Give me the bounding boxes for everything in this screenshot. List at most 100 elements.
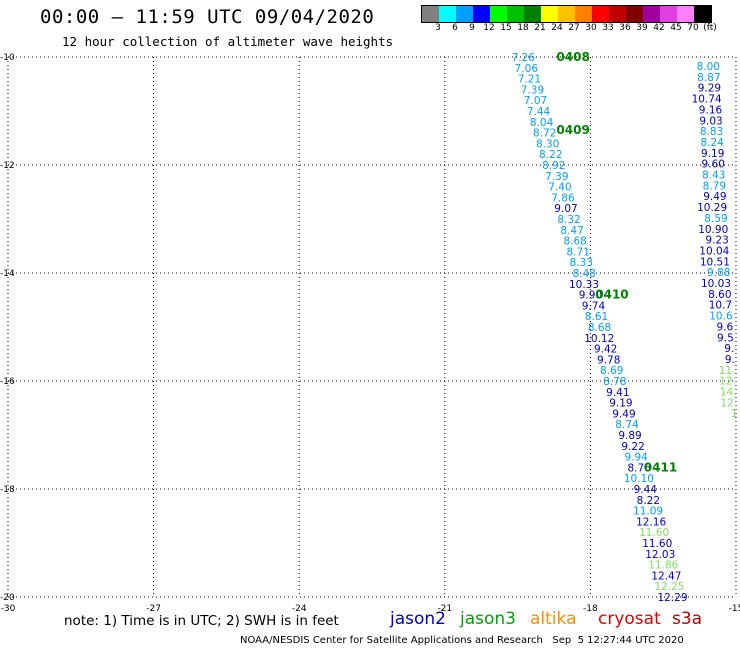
colorbar-swatch (575, 6, 592, 22)
swh-value: 9.29 (698, 83, 721, 95)
swh-value: 12.25 (654, 581, 684, 593)
swh-value: 7.86 (551, 192, 575, 204)
colorbar-label: 33 (602, 23, 614, 33)
lon-label: -24 (292, 604, 307, 614)
swh-value: 9.88 (707, 267, 730, 279)
swh-value: 8.59 (704, 213, 727, 225)
swh-value: 14. (720, 387, 737, 399)
swh-value: 8.22 (637, 495, 660, 507)
swh-value: 11.09 (633, 506, 663, 518)
swh-colorbar (421, 5, 712, 23)
colorbar-swatch (660, 6, 677, 22)
swh-value: 7.44 (527, 106, 551, 118)
swh-value: 7.40 (548, 182, 571, 194)
swh-value: 8.61 (585, 311, 608, 323)
swh-value: 8.04 (530, 117, 554, 129)
time-label: 0410 (595, 288, 628, 302)
swh-value: 12.29 (657, 592, 687, 604)
swh-value: 8.22 (539, 149, 562, 161)
swh-value: 9.5 (717, 332, 734, 344)
swh-value: 9.42 (594, 344, 617, 356)
colorbar-label: 12 (483, 23, 495, 33)
swh-value: 8.78 (603, 376, 626, 388)
swh-value: 11.60 (642, 538, 672, 550)
colorbar-label: 39 (636, 23, 648, 33)
map-note: note: 1) Time is in UTC; 2) SWH is in fe… (64, 613, 339, 629)
swh-value: 9.49 (612, 408, 635, 420)
swh-value: 9.19 (609, 398, 632, 410)
swh-value: 7.21 (518, 74, 541, 86)
swh-value: 10.51 (700, 256, 730, 268)
swh-value: 10.03 (701, 278, 731, 290)
lon-label: -21 (437, 604, 452, 614)
swh-value: 8.30 (536, 138, 559, 150)
colorbar-swatch (524, 6, 541, 22)
legend-jason2: jason2 (390, 609, 446, 629)
swh-value: 9. (725, 354, 735, 366)
swh-value: 8.43 (702, 170, 725, 182)
swh-value: 8.33 (570, 257, 593, 269)
swh-value: 7.39 (545, 171, 568, 183)
map-frame (8, 57, 736, 597)
swh-value: 9.44 (634, 484, 658, 496)
lon-label: -15 (729, 604, 740, 614)
swh-value: 7.26 (512, 52, 536, 64)
colorbar-swatch (643, 6, 660, 22)
swh-value: 9.22 (621, 441, 644, 453)
lat-label: -16 (0, 377, 15, 387)
swh-value: 10.33 (569, 279, 599, 291)
colorbar-swatch (626, 6, 643, 22)
colorbar-label: 21 (534, 23, 546, 33)
colorbar-swatch (592, 6, 609, 22)
swh-value: 8.32 (557, 214, 580, 226)
colorbar-swatch (439, 6, 456, 22)
swh-value: 9.89 (618, 430, 641, 442)
lat-label: -14 (0, 269, 15, 279)
colorbar-label: 27 (568, 23, 580, 33)
swh-value: 8.24 (700, 137, 724, 149)
legend-cryosat: cryosat (598, 609, 661, 629)
swh-value: 10.29 (697, 202, 727, 214)
swh-value: 8.68 (588, 322, 611, 334)
colorbar-label: 42 (653, 23, 665, 33)
swh-value: 8.74 (615, 419, 639, 431)
colorbar-label: 9 (469, 23, 475, 33)
colorbar-label: 3 (435, 23, 441, 33)
swh-value: 9.19 (701, 148, 724, 160)
swh-value: 11. (719, 365, 736, 377)
colorbar-swatch (473, 6, 490, 22)
lat-label: -10 (0, 53, 15, 63)
swh-value: 12.47 (651, 570, 681, 582)
swh-value: 12.16 (636, 516, 666, 528)
colorbar-swatch (541, 6, 558, 22)
credit-line: NOAA/NESDIS Center for Satellite Applica… (240, 635, 684, 646)
swh-value: 9.90 (579, 290, 602, 302)
colorbar-swatch (609, 6, 626, 22)
swh-value: 8.92 (542, 160, 565, 172)
colorbar-swatch (490, 6, 507, 22)
swh-value: 9.6 (716, 321, 733, 333)
colorbar-label: 30 (585, 23, 597, 33)
legend-s3a: s3a (672, 609, 703, 629)
swh-value: 8.83 (700, 126, 723, 138)
time-label: 0408 (556, 50, 589, 64)
lat-label: -20 (0, 593, 15, 603)
swh-value: 8.48 (573, 268, 596, 280)
swh-value: 9.16 (699, 104, 723, 116)
lat-label: -12 (0, 161, 15, 171)
colorbar-swatch (422, 6, 439, 22)
swh-value: 10.74 (692, 94, 722, 106)
swh-value: 9.23 (705, 235, 728, 247)
swh-value: 8.68 (563, 236, 586, 248)
swh-value: 8.76 (628, 462, 652, 474)
swh-value: 10.10 (624, 473, 654, 485)
swh-value: 9.74 (582, 300, 606, 312)
swh-value: 8.60 (708, 289, 731, 301)
lon-label: -30 (1, 604, 16, 614)
swh-value: 9.03 (699, 115, 722, 127)
swh-value: 8.00 (697, 61, 720, 73)
colorbar-label: 15 (500, 23, 512, 33)
lon-label: -18 (583, 604, 598, 614)
swh-value: 8.69 (600, 365, 623, 377)
